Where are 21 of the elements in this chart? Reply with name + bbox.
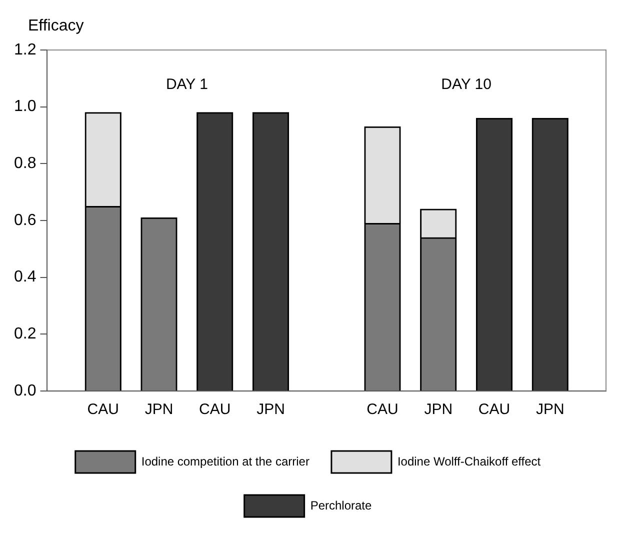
y-tick-label: 1.0 [14,98,36,116]
y-tick-label: 0.2 [14,326,36,343]
legend-label: Perchlorate [310,498,372,512]
x-tick-label: CAU [87,401,119,418]
y-tick-label: 0.8 [14,155,36,172]
y-tick-label: 0.4 [14,268,36,286]
legend-label: Iodine competition at the carrier [141,454,310,468]
x-tick-label: CAU [366,401,398,418]
annotation: DAY 1 [166,76,208,94]
x-tick-label: CAU [199,401,231,418]
annotation: DAY 10 [441,76,492,94]
y-tick-label: 1.2 [14,41,36,58]
x-tick-label: JPN [424,401,453,418]
y-axis-title: Efficacy [28,17,84,34]
y-tick-label: 0.0 [14,382,36,400]
x-tick-label: JPN [144,401,174,418]
x-tick-label: JPN [256,401,285,418]
x-tick-label: CAU [478,401,510,418]
legend-label: Iodine Wolff-Chaikoff effect [397,454,542,468]
y-tick-label: 0.6 [14,212,36,229]
x-tick-label: JPN [536,401,564,418]
